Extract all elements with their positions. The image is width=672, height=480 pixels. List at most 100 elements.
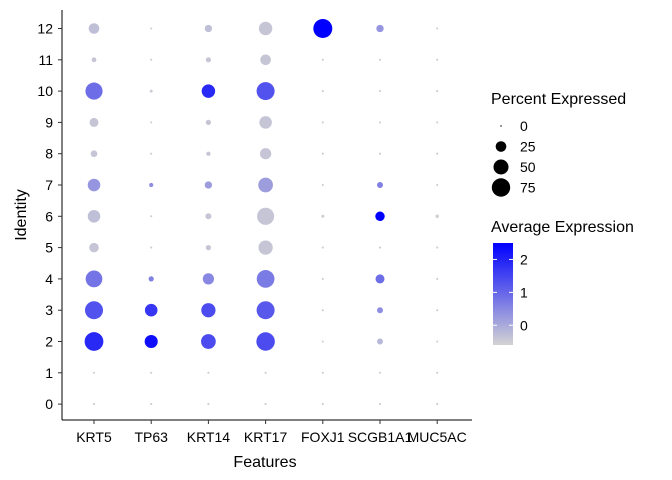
dot-krt17-5: [258, 240, 273, 255]
size-legend: Percent Expressed 0 25 50 75: [491, 91, 626, 197]
dot-krt5-5: [89, 242, 99, 253]
dot-scgb1a1-9: [378, 121, 382, 124]
dot-foxj1-7: [321, 183, 324, 187]
y-tick-label: 4: [45, 271, 53, 287]
dot-muc5ac-6: [435, 214, 440, 219]
x-axis-title: Features: [233, 454, 296, 471]
dot-krt17-4: [256, 270, 275, 288]
dot-scgb1a1-8: [378, 152, 382, 155]
dot-krt5-1: [92, 371, 96, 374]
dot-krt17-8: [259, 148, 272, 160]
dot-krt14-0: [207, 403, 210, 406]
dot-tp63-5: [150, 246, 153, 249]
dot-krt17-6: [257, 207, 275, 225]
size-legend-dot: [493, 159, 509, 175]
dot-foxj1-1: [321, 371, 324, 374]
dot-krt5-9: [89, 117, 99, 127]
dot-tp63-7: [149, 182, 154, 188]
y-tick-label: 0: [45, 396, 53, 412]
dot-krt17-7: [258, 177, 273, 193]
dot-krt14-7: [204, 181, 213, 189]
dot-krt5-6: [87, 210, 101, 223]
dot-krt5-10: [85, 82, 103, 100]
dot-muc5ac-5: [436, 246, 439, 249]
axes: [58, 10, 472, 424]
dot-krt17-12: [258, 21, 273, 36]
size-legend-dot: [495, 141, 507, 152]
size-legend-label: 75: [520, 180, 536, 196]
dot-foxj1-9: [321, 121, 324, 124]
dot-muc5ac-9: [436, 121, 439, 124]
dot-tp63-10: [149, 89, 153, 93]
dot-krt5-7: [87, 178, 101, 192]
dot-foxj1-4: [321, 277, 324, 280]
color-legend-bar: [493, 243, 513, 345]
dot-krt14-12: [204, 24, 213, 33]
dot-muc5ac-11: [436, 58, 439, 61]
dot-muc5ac-7: [436, 183, 439, 187]
y-tick-label: 6: [45, 208, 53, 224]
size-legend-dot: [491, 178, 511, 197]
y-tick-label: 2: [45, 334, 53, 350]
dot-krt17-10: [256, 82, 275, 101]
dot-tp63-4: [148, 276, 154, 282]
y-tick-label: 8: [45, 146, 53, 162]
dot-tp63-6: [150, 215, 153, 218]
dot-tp63-9: [150, 121, 153, 124]
dot-krt14-10: [201, 84, 216, 98]
dot-tp63-2: [144, 334, 158, 349]
dot-foxj1-12: [313, 19, 333, 38]
dot-scgb1a1-1: [378, 371, 382, 374]
dot-krt14-6: [205, 213, 212, 220]
dot-foxj1-2: [321, 340, 324, 343]
dot-scgb1a1-5: [378, 246, 382, 249]
color-legend-label: 1: [520, 284, 528, 300]
dot-foxj1-8: [321, 152, 324, 155]
color-legend: Average Expression 0 1 2: [491, 219, 634, 345]
dot-scgb1a1-4: [375, 274, 385, 284]
dot-foxj1-11: [321, 58, 324, 61]
x-tick-label: SCGB1A1: [348, 429, 413, 445]
x-tick-label: TP63: [134, 429, 168, 445]
x-tick-label: KRT5: [76, 429, 112, 445]
dot-krt14-9: [205, 119, 212, 126]
x-tick-label: MUC5AC: [408, 429, 467, 445]
dot-tp63-12: [150, 27, 153, 30]
y-tick-label: 1: [45, 365, 53, 381]
dot-krt14-3: [201, 303, 216, 318]
size-legend-label: 50: [520, 159, 536, 175]
size-legend-label: 25: [520, 139, 536, 155]
dot-foxj1-3: [321, 309, 324, 312]
size-legend-label: 0: [520, 118, 528, 134]
color-legend-label: 0: [520, 317, 528, 333]
dot-scgb1a1-11: [378, 58, 382, 61]
dot-muc5ac-2: [436, 340, 439, 343]
dot-scgb1a1-12: [376, 24, 384, 33]
dot-krt17-11: [260, 54, 271, 66]
dot-krt14-5: [205, 244, 212, 251]
dot-krt5-12: [88, 23, 100, 34]
dot-scgb1a1-7: [376, 181, 384, 189]
dot-muc5ac-8: [436, 152, 439, 155]
dot-krt14-11: [205, 57, 212, 63]
y-tick-label: 10: [37, 83, 53, 99]
size-legend-title: Percent Expressed: [491, 91, 626, 108]
y-tick-label: 12: [37, 21, 53, 37]
y-tick-label: 3: [45, 302, 53, 318]
dot-scgb1a1-3: [376, 307, 384, 314]
y-tick-label: 7: [45, 177, 53, 193]
dot-krt5-0: [92, 403, 96, 406]
dot-muc5ac-4: [436, 277, 439, 280]
dot-foxj1-0: [321, 403, 324, 406]
color-legend-ticks: 0 1 2: [493, 251, 528, 333]
dot-muc5ac-1: [436, 371, 439, 374]
size-legend-dot: [500, 125, 502, 127]
dot-tp63-8: [150, 152, 153, 155]
dot-krt14-1: [207, 371, 210, 374]
dot-krt17-1: [264, 371, 267, 374]
dot-krt14-8: [206, 151, 211, 156]
dot-krt17-9: [259, 116, 272, 129]
dot-krt5-4: [85, 270, 103, 288]
